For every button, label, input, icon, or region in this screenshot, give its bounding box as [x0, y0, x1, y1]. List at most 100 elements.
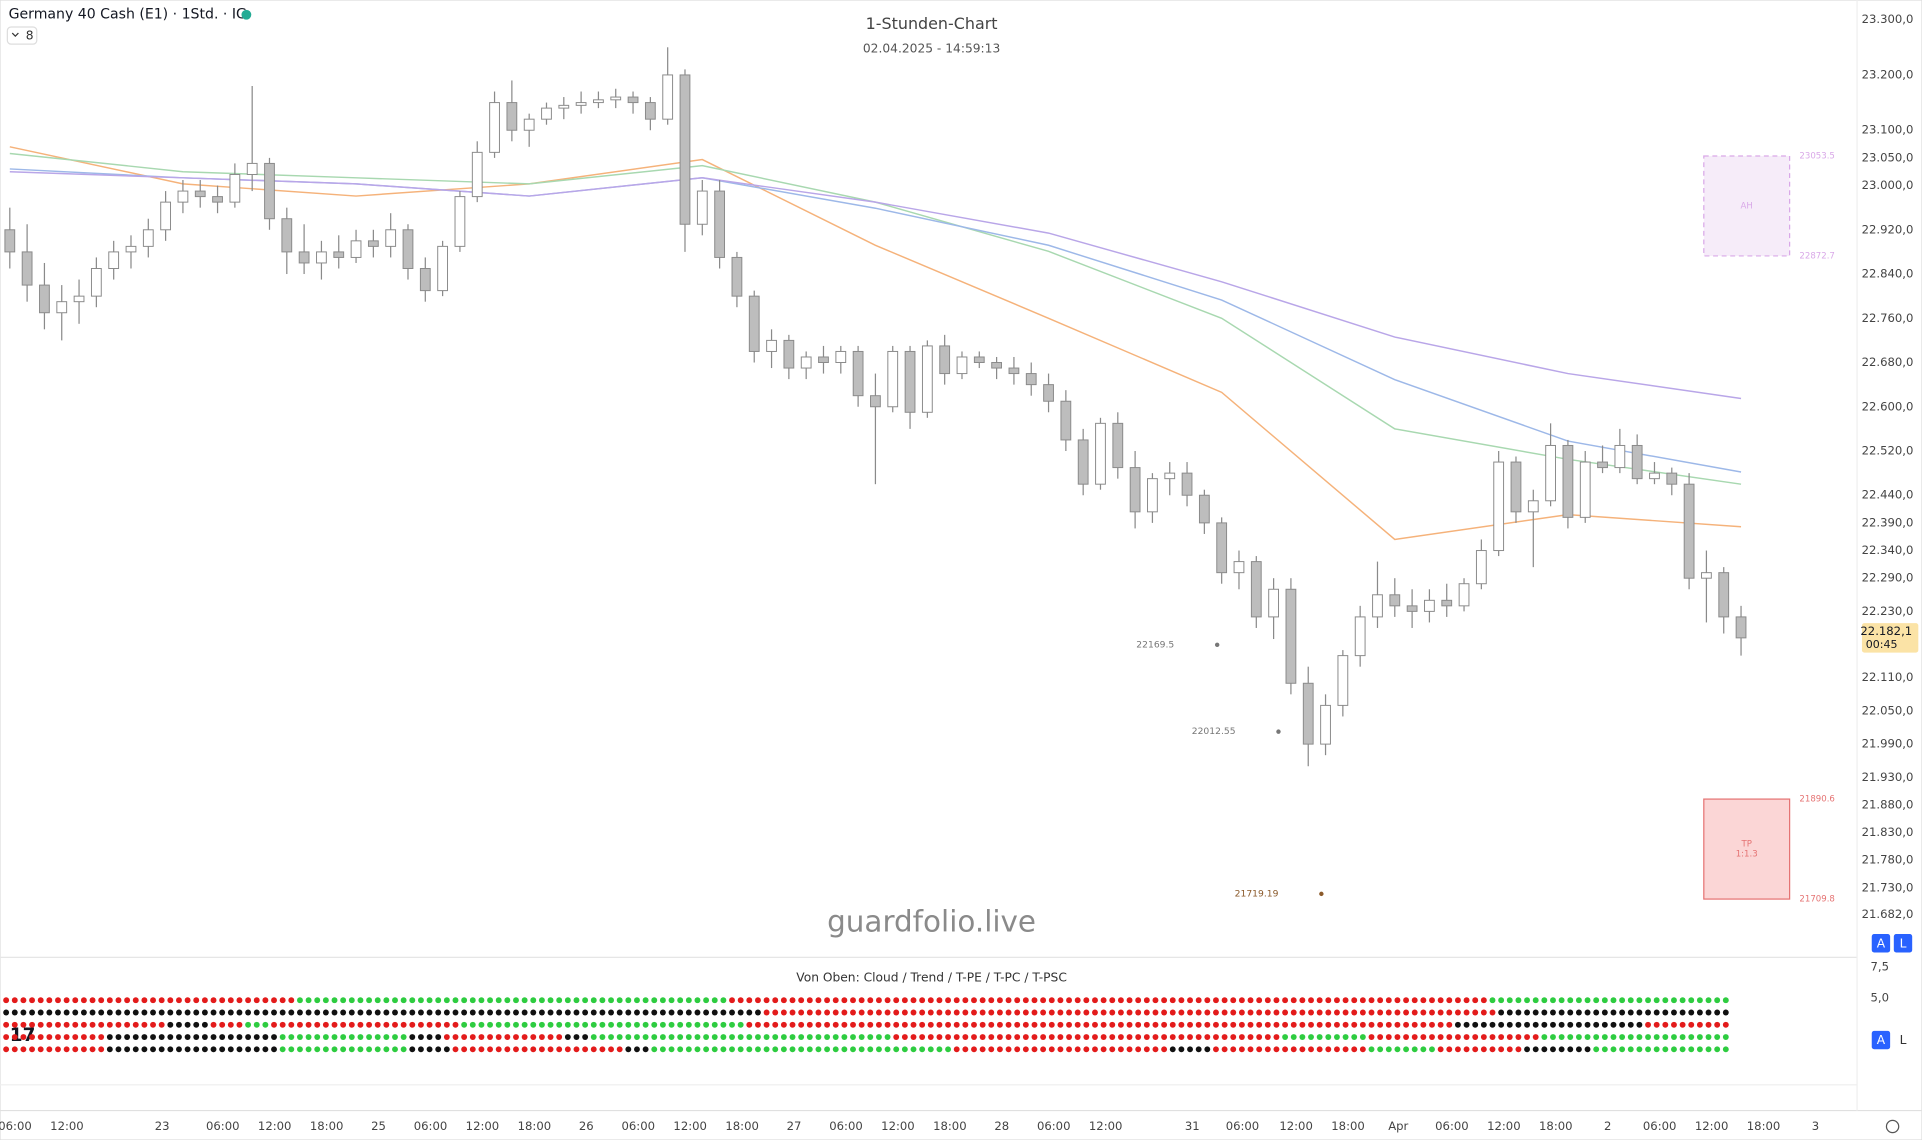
- indicator-count[interactable]: 8: [26, 29, 34, 43]
- state-dot: [1126, 997, 1133, 1004]
- state-dot: [443, 1009, 450, 1016]
- state-dot: [608, 997, 614, 1004]
- state-dot: [158, 1034, 165, 1040]
- x-tick-label: 25: [371, 1119, 386, 1133]
- state-dot: [1057, 1021, 1064, 1028]
- state-dot: [452, 1009, 459, 1016]
- state-dot: [288, 997, 295, 1004]
- state-dot: [150, 1046, 156, 1053]
- state-dot: [1247, 1009, 1254, 1016]
- candle-body: [1285, 588, 1297, 684]
- state-dot: [772, 1046, 779, 1053]
- y-tick-label: 21.990,0: [1862, 737, 1914, 751]
- state-dot: [582, 1046, 589, 1053]
- candle-body: [939, 345, 951, 375]
- state-dot: [901, 1021, 908, 1028]
- state-dot: [1066, 1021, 1072, 1028]
- state-dot: [1610, 1046, 1617, 1053]
- state-dot: [1368, 997, 1375, 1004]
- state-dot: [850, 1021, 856, 1028]
- state-dot: [1394, 1046, 1401, 1053]
- state-dot: [711, 1034, 718, 1040]
- state-dot: [366, 1021, 373, 1028]
- state-dot: [884, 997, 891, 1004]
- state-dot: [634, 1046, 640, 1053]
- auto-button[interactable]: [1871, 934, 1891, 953]
- state-dot: [305, 1009, 312, 1016]
- state-dot: [1083, 997, 1090, 1004]
- state-dot: [1679, 1021, 1686, 1028]
- log-button[interactable]: [1893, 934, 1913, 953]
- state-dot: [1524, 997, 1531, 1004]
- auto-button[interactable]: [1871, 1030, 1891, 1050]
- state-dot: [919, 997, 926, 1004]
- state-dot: [1204, 997, 1211, 1004]
- state-dot: [884, 1021, 891, 1028]
- state-dot: [1437, 1009, 1444, 1016]
- state-dot: [495, 1034, 502, 1040]
- state-dot: [564, 1021, 571, 1028]
- state-dot: [1377, 1034, 1384, 1040]
- candle-body: [783, 339, 795, 369]
- state-dot: [1385, 1009, 1392, 1016]
- state-dot: [824, 1046, 831, 1053]
- state-dot: [1316, 1021, 1323, 1028]
- state-dot: [616, 1009, 623, 1016]
- state-dot: [616, 1046, 623, 1053]
- state-dot: [1489, 1021, 1496, 1028]
- state-dot: [55, 1021, 61, 1028]
- state-dot: [383, 1046, 390, 1053]
- candle-body: [367, 240, 379, 247]
- candle-body: [1424, 599, 1435, 612]
- state-dot: [564, 997, 571, 1004]
- state-dot: [55, 1009, 61, 1016]
- indicator-toggle[interactable]: [6, 26, 38, 45]
- log-label[interactable]: L: [1900, 1033, 1907, 1047]
- state-dot: [262, 1046, 269, 1053]
- state-dot: [1334, 1046, 1340, 1053]
- state-dot: [426, 1009, 433, 1016]
- state-dot: [253, 997, 260, 1004]
- state-dot: [867, 1034, 874, 1040]
- log-label[interactable]: L: [1900, 936, 1907, 950]
- state-dot: [919, 1021, 926, 1028]
- state-dot: [513, 997, 519, 1004]
- state-dot: [538, 997, 545, 1004]
- state-dot: [1135, 997, 1142, 1004]
- state-dot: [1403, 1034, 1410, 1040]
- candle-body: [1164, 472, 1176, 480]
- state-dot: [417, 1009, 424, 1016]
- state-dot: [435, 1021, 442, 1028]
- state-dot: [927, 1009, 934, 1016]
- state-dot: [659, 1009, 666, 1016]
- state-dot: [1627, 1034, 1634, 1040]
- state-dot: [1178, 1009, 1185, 1016]
- state-dot: [210, 1021, 217, 1028]
- state-dot: [858, 1021, 865, 1028]
- state-dot: [1342, 1009, 1349, 1016]
- state-dot: [841, 1021, 848, 1028]
- candle-body: [593, 99, 604, 104]
- state-dot: [89, 1021, 96, 1028]
- state-dot: [988, 1046, 995, 1053]
- state-dot: [1498, 1034, 1505, 1040]
- state-dot: [729, 1046, 735, 1053]
- state-dot: [150, 997, 156, 1004]
- state-dot: [962, 1021, 969, 1028]
- state-dot: [564, 1034, 571, 1040]
- state-dot: [409, 1034, 416, 1040]
- state-dot: [1178, 1021, 1185, 1028]
- state-dot: [1610, 997, 1617, 1004]
- state-dot: [1575, 1034, 1582, 1040]
- state-dot: [46, 1009, 53, 1016]
- settings-icon[interactable]: [1885, 1119, 1900, 1134]
- state-dot: [1100, 1034, 1107, 1040]
- auto-label[interactable]: A: [1877, 1033, 1886, 1047]
- state-dot: [530, 1046, 537, 1053]
- auto-label[interactable]: A: [1877, 936, 1886, 950]
- state-dot: [1031, 1009, 1038, 1016]
- state-dot: [513, 1046, 519, 1053]
- state-dot: [1541, 1009, 1548, 1016]
- moving-average: [9, 146, 1742, 541]
- state-dot: [1567, 1046, 1574, 1053]
